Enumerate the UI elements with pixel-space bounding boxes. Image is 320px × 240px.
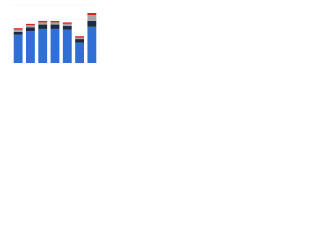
bar-segment — [50, 22, 60, 25]
bar-segment — [87, 12, 97, 16]
bar-segment — [62, 23, 72, 27]
bar-segment — [75, 36, 84, 38]
bar-segment — [75, 39, 84, 43]
bar-segment — [26, 31, 35, 63]
bar-segment — [26, 27, 35, 32]
bar-segment — [75, 42, 84, 63]
bar-segment — [26, 25, 35, 28]
bar-segment — [62, 29, 72, 63]
bar-segment — [38, 22, 48, 25]
bar-segment — [50, 20, 60, 23]
bar-segment — [75, 37, 84, 40]
bar-segment — [13, 29, 23, 32]
bar-segment — [13, 31, 23, 35]
bar-segment — [87, 15, 97, 21]
bar-segment — [62, 26, 72, 30]
bar-segment — [87, 26, 97, 63]
bar-segment — [87, 20, 97, 27]
bar-segment — [50, 28, 60, 63]
bar-segment — [38, 28, 48, 63]
bar-segment — [50, 24, 60, 29]
bar-segment — [62, 22, 72, 24]
bar-segment — [13, 28, 23, 30]
bar-segment — [13, 34, 23, 63]
bar-segment — [26, 23, 35, 26]
page: (() => { const data = JSON.parse(documen… — [0, 0, 320, 71]
bar-segment — [38, 24, 48, 29]
chart — [12, 4, 98, 64]
bar-segment — [38, 20, 48, 23]
